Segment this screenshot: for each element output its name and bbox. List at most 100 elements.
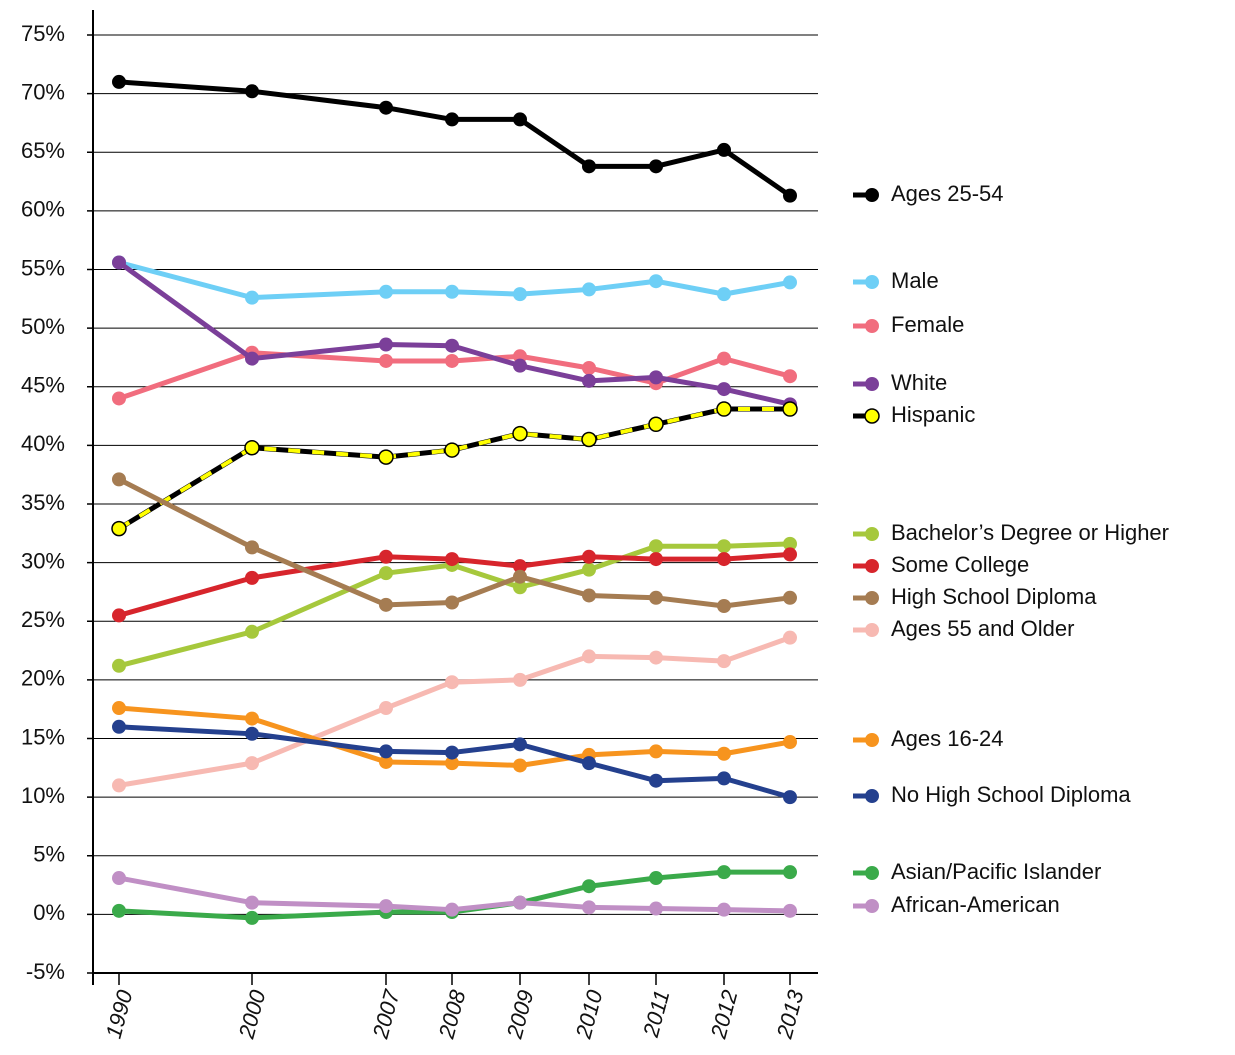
y-tick-label: 70% <box>21 79 65 104</box>
legend-marker <box>865 623 879 637</box>
point <box>582 649 596 664</box>
point <box>717 865 731 880</box>
point <box>379 284 393 299</box>
y-tick-label: 45% <box>21 373 65 398</box>
point <box>783 275 797 290</box>
legend-label: Some College <box>891 552 1029 577</box>
point <box>445 745 459 760</box>
point <box>379 100 393 115</box>
point <box>649 650 663 665</box>
point <box>445 338 459 353</box>
point <box>379 337 393 352</box>
point <box>513 112 527 127</box>
y-tick-label: 65% <box>21 138 65 163</box>
point <box>245 910 259 925</box>
point <box>245 895 259 910</box>
point <box>512 425 528 442</box>
point <box>379 744 393 759</box>
point <box>245 351 259 366</box>
point <box>783 188 797 203</box>
legend-marker <box>865 527 879 541</box>
point <box>112 719 126 734</box>
y-tick-label: 60% <box>21 197 65 222</box>
legend-marker <box>865 377 879 391</box>
point <box>582 588 596 603</box>
point <box>782 401 798 417</box>
point <box>717 142 731 157</box>
legend-label: Hispanic <box>891 402 975 427</box>
y-tick-label: 50% <box>21 314 65 339</box>
y-tick-label: -5% <box>26 959 65 984</box>
point <box>649 539 663 554</box>
x-tick-label: 2011 <box>638 987 675 1040</box>
x-tick-label: 2009 <box>501 987 538 1042</box>
point <box>717 771 731 786</box>
point <box>445 353 459 368</box>
point <box>717 287 731 302</box>
legend-label: White <box>891 370 947 395</box>
point <box>582 159 596 174</box>
point <box>513 758 527 773</box>
x-tick-label: 2012 <box>705 987 742 1042</box>
point <box>582 549 596 564</box>
point <box>513 672 527 687</box>
x-tick-label: 1990 <box>101 987 138 1041</box>
y-tick-label: 40% <box>21 431 65 456</box>
legend-label: African-American <box>891 892 1060 917</box>
point <box>112 903 126 918</box>
point <box>513 895 527 910</box>
point <box>649 744 663 759</box>
y-tick-label: 25% <box>21 607 65 632</box>
point <box>112 778 126 793</box>
series-dash <box>117 407 790 531</box>
point <box>717 902 731 917</box>
legend-label: High School Diploma <box>891 584 1097 609</box>
point <box>717 539 731 554</box>
point <box>379 597 393 612</box>
point <box>717 599 731 614</box>
point <box>582 282 596 297</box>
legend-label: Ages 16-24 <box>891 726 1004 751</box>
point <box>244 439 260 456</box>
legend-label: Bachelor’s Degree or Higher <box>891 520 1169 545</box>
point <box>783 630 797 645</box>
point <box>582 756 596 771</box>
series-line <box>118 79 792 198</box>
point <box>513 580 527 595</box>
point <box>717 746 731 761</box>
point <box>378 449 394 465</box>
point <box>582 900 596 915</box>
point <box>245 84 259 99</box>
point <box>245 624 259 639</box>
legend-label: Ages 25-54 <box>891 181 1004 206</box>
legend-marker <box>865 866 879 880</box>
legend-label: Male <box>891 268 939 293</box>
legend-marker <box>864 408 880 424</box>
point <box>112 391 126 406</box>
point <box>445 112 459 127</box>
point <box>649 901 663 916</box>
point <box>783 590 797 605</box>
point <box>648 416 664 433</box>
y-tick-label: 0% <box>33 900 65 925</box>
point <box>649 552 663 567</box>
legend-marker <box>865 275 879 289</box>
point <box>649 590 663 605</box>
point <box>444 442 460 458</box>
point <box>379 549 393 564</box>
point <box>582 879 596 894</box>
legend-marker <box>865 188 879 202</box>
point <box>717 552 731 567</box>
point <box>112 255 126 270</box>
point <box>649 773 663 788</box>
point <box>245 756 259 771</box>
point <box>513 358 527 373</box>
point <box>112 658 126 673</box>
point <box>445 284 459 299</box>
point <box>245 570 259 585</box>
point <box>112 701 126 716</box>
point <box>112 74 126 89</box>
point <box>445 675 459 690</box>
point <box>717 654 731 669</box>
legend-marker <box>865 559 879 573</box>
